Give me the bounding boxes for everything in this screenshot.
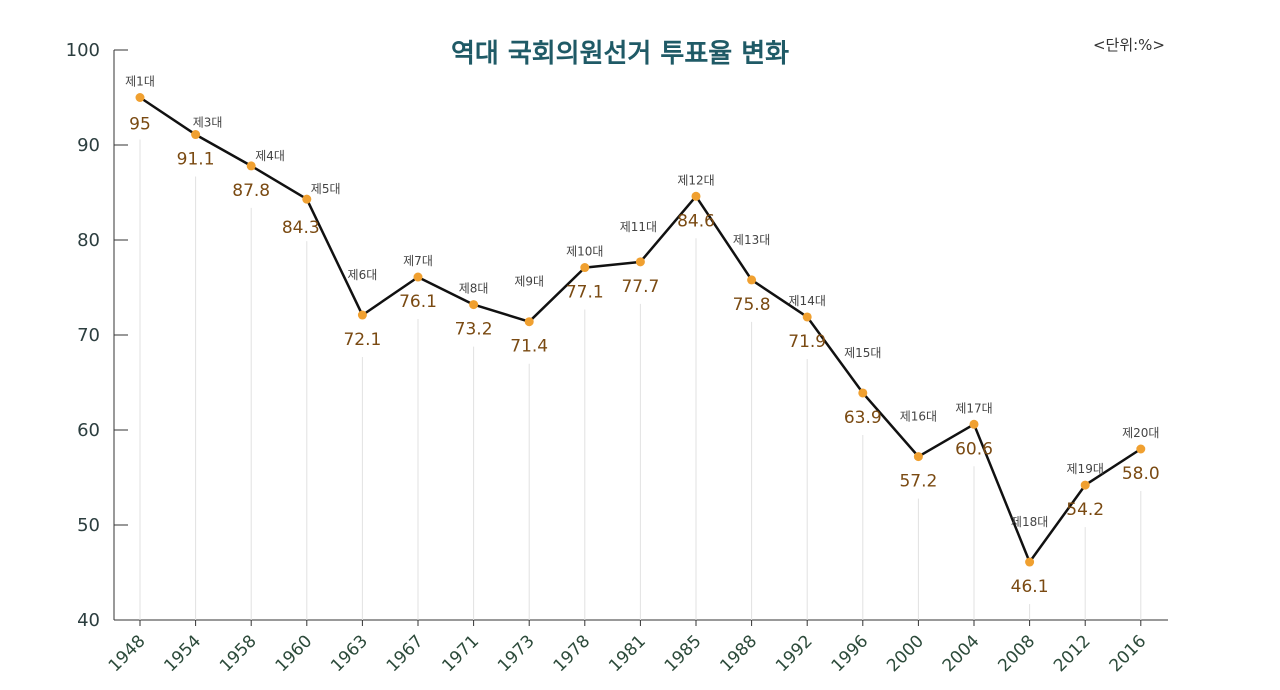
- data-point: [413, 272, 423, 282]
- data-point: [524, 317, 534, 327]
- election-label: 제12대: [677, 173, 714, 187]
- y-tick-label: 90: [77, 135, 100, 156]
- data-point: [191, 130, 201, 140]
- x-tick-label: 2008: [994, 631, 1039, 676]
- data-label: 73.2: [455, 320, 493, 340]
- data-point: [691, 191, 701, 201]
- election-label: 제8대: [459, 282, 489, 296]
- x-tick-label: 1960: [272, 631, 317, 676]
- data-point: [580, 263, 590, 273]
- data-point: [246, 161, 256, 171]
- x-tick-label: 1948: [105, 631, 150, 676]
- data-point: [135, 93, 145, 102]
- data-label: 71.4: [510, 337, 548, 357]
- data-label: 77.7: [621, 277, 659, 297]
- x-tick-label: 1985: [661, 631, 706, 676]
- data-label: 46.1: [1011, 577, 1049, 597]
- x-tick-label: 2004: [939, 631, 984, 676]
- data-label: 77.1: [566, 283, 604, 303]
- data-label: 71.9: [788, 332, 826, 352]
- election-label: 제20대: [1122, 426, 1159, 440]
- drop-lines: [139, 139, 1142, 620]
- data-label: 84.3: [282, 218, 320, 238]
- x-tick-label: 1992: [772, 631, 817, 676]
- x-tick-label: 2000: [883, 631, 928, 676]
- data-label: 57.2: [899, 472, 937, 492]
- data-label: 84.6: [677, 211, 715, 231]
- data-label: 54.2: [1066, 500, 1104, 520]
- x-tick-label: 1996: [828, 631, 873, 676]
- data-point: [302, 194, 312, 204]
- data-label: 58.0: [1122, 464, 1160, 484]
- data-point: [1080, 480, 1090, 490]
- election-label: 제10대: [566, 245, 603, 259]
- x-tick-label: 2012: [1050, 631, 1095, 676]
- chart-title: 역대 국회의원선거 투표율 변화: [451, 39, 789, 69]
- data-point: [469, 300, 479, 310]
- data-point: [913, 452, 923, 462]
- y-tick-label: 100: [66, 40, 100, 61]
- election-label: 제18대: [1011, 515, 1048, 529]
- election-label: 제13대: [733, 233, 770, 247]
- x-tick-label: 2016: [1106, 631, 1151, 676]
- data-label: 95: [129, 115, 151, 135]
- x-tick-label: 1988: [716, 631, 761, 676]
- point-labels: 제1대 95 제3대 91.1 제4대 87.8 제5대 84.3 제6대 72.1 제7대 76.1…: [125, 75, 1160, 598]
- election-label: 제3대: [193, 116, 223, 130]
- y-tick-label: 80: [77, 230, 100, 251]
- data-point: [969, 419, 979, 429]
- series: [135, 93, 1146, 567]
- x-tick-label: 1967: [383, 631, 428, 676]
- election-label: 제11대: [620, 220, 657, 234]
- y-tick-label: 50: [77, 515, 100, 536]
- data-label: 91.1: [177, 150, 215, 170]
- election-label: 제1대: [125, 75, 155, 89]
- election-label: 제14대: [789, 294, 826, 308]
- election-label: 제6대: [348, 268, 378, 282]
- data-label: 60.6: [955, 439, 993, 459]
- election-label: 제4대: [255, 149, 285, 163]
- election-label: 제17대: [955, 401, 992, 415]
- x-tick-label: 1971: [438, 631, 483, 676]
- data-point: [357, 310, 367, 320]
- election-label: 제9대: [514, 275, 544, 289]
- election-label: 제16대: [900, 410, 937, 424]
- election-label: 제7대: [403, 254, 433, 268]
- y-tick-label: 40: [77, 610, 100, 631]
- data-label: 63.9: [844, 408, 882, 428]
- data-point: [858, 388, 868, 398]
- election-label: 제19대: [1067, 462, 1104, 476]
- x-tick-label: 1954: [160, 631, 205, 676]
- x-tick-label: 1958: [216, 631, 261, 676]
- data-point: [1025, 557, 1035, 567]
- y-tick-label: 60: [77, 420, 100, 441]
- election-label: 제15대: [844, 346, 881, 360]
- unit-label: <단위:%>: [1093, 36, 1165, 54]
- x-tick-label: 1978: [550, 631, 595, 676]
- x-tick-label: 1981: [605, 631, 650, 676]
- x-tick-label: 1973: [494, 631, 539, 676]
- election-label: 제5대: [311, 182, 341, 196]
- data-label: 72.1: [343, 330, 381, 350]
- data-point: [1136, 444, 1146, 454]
- data-label: 87.8: [232, 181, 270, 201]
- y-tick-label: 70: [77, 325, 100, 346]
- data-point: [747, 275, 757, 285]
- data-label: 75.8: [733, 295, 771, 315]
- data-point: [802, 312, 812, 322]
- data-point: [635, 257, 645, 267]
- x-tick-label: 1963: [327, 631, 372, 676]
- data-label: 76.1: [399, 292, 437, 312]
